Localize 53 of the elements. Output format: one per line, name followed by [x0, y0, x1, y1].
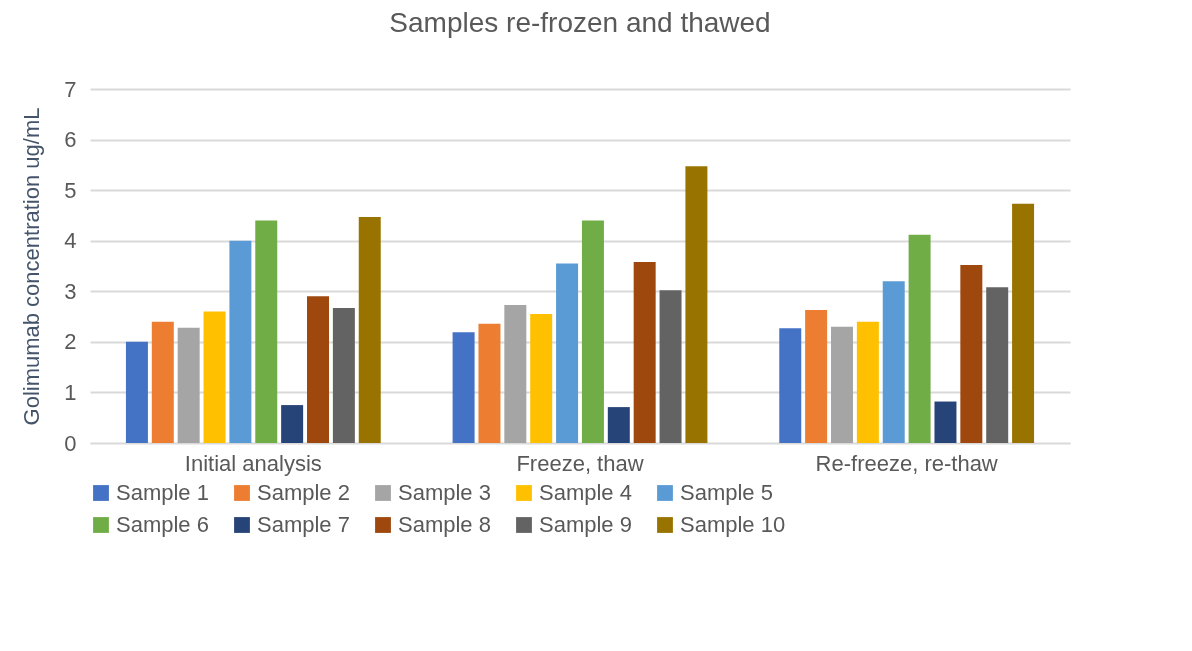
y-tick-label: 1 [64, 379, 77, 405]
y-tick-label: 3 [64, 278, 77, 304]
legend-label: Sample 5 [680, 480, 773, 505]
bar [831, 326, 853, 443]
bar [1012, 203, 1035, 443]
x-tick-label: Re-freeze, re-thaw [815, 450, 998, 476]
y-tick-label: 5 [64, 177, 77, 203]
bar [530, 314, 553, 443]
x-tick-label: Freeze, thaw [516, 450, 644, 476]
bar [504, 304, 527, 443]
legend-label: Sample 2 [257, 480, 350, 505]
bar [177, 327, 200, 443]
bar [779, 328, 802, 443]
chart-title: Samples re-frozen and thawed [389, 7, 771, 38]
bar [332, 307, 355, 443]
legend-label: Sample 7 [257, 512, 350, 537]
y-axis-title: Golimumab concentration ug/mL [19, 107, 45, 426]
x-tick-label: Initial analysis [184, 450, 322, 476]
bar [882, 281, 905, 443]
legend-label: Sample 6 [116, 512, 209, 537]
y-tick-label: 7 [64, 76, 77, 102]
y-tick-label: 4 [64, 228, 77, 254]
bar [478, 323, 501, 443]
bar [556, 263, 579, 443]
legend-label: Sample 10 [680, 512, 786, 537]
legend-label: Sample 8 [398, 512, 491, 537]
y-tick-label: 2 [64, 329, 77, 355]
bar [229, 240, 252, 443]
bar [307, 296, 329, 443]
bar [151, 321, 174, 443]
bar [581, 220, 604, 443]
bar [633, 261, 656, 443]
legend-label: Sample 1 [116, 480, 209, 505]
bar [908, 234, 931, 443]
bar [805, 310, 828, 443]
bar [607, 407, 630, 443]
bar [281, 405, 304, 443]
bar [659, 290, 682, 443]
bar [934, 401, 957, 443]
legend-label: Sample 4 [539, 480, 632, 505]
bar [125, 341, 148, 443]
bar [203, 311, 226, 443]
bar [685, 166, 708, 443]
bar [856, 321, 879, 443]
legend-label: Sample 3 [398, 480, 491, 505]
bar [358, 216, 381, 443]
bar [255, 220, 278, 443]
bar [452, 332, 475, 443]
bar [960, 264, 983, 443]
y-tick-label: 0 [64, 430, 77, 456]
legend-label: Sample 9 [539, 512, 632, 537]
bar [986, 287, 1009, 443]
y-tick-label: 6 [64, 127, 77, 153]
